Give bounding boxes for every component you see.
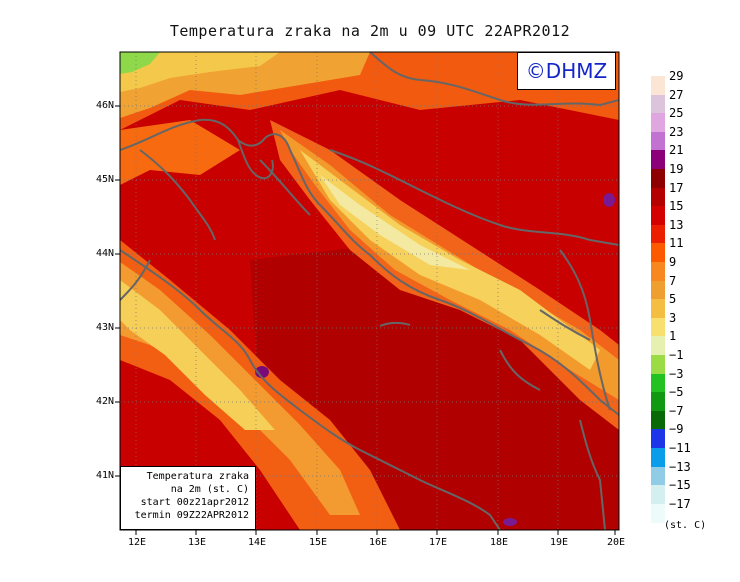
legend-swatch — [651, 94, 665, 114]
legend-swatch — [651, 299, 665, 319]
legend-label: 25 — [669, 106, 684, 121]
legend-label: 3 — [669, 310, 677, 325]
legend-label: −15 — [669, 478, 691, 493]
legend-label: 1 — [669, 329, 677, 344]
legend-swatch — [651, 280, 665, 300]
legend-label: 23 — [669, 124, 684, 139]
legend-label: 21 — [669, 143, 684, 158]
legend-label: 9 — [669, 255, 677, 269]
info-box: Temperatura zraka na 2m (st. C) start 00… — [120, 466, 256, 530]
lat-label-44n: 44N — [96, 248, 115, 259]
legend-swatch — [651, 131, 665, 151]
legend-swatch — [651, 392, 665, 412]
legend-swatch — [651, 336, 665, 356]
legend-swatch — [651, 243, 665, 263]
lon-label-15e: 15E — [309, 537, 328, 548]
hot-spot-east — [603, 193, 615, 207]
legend-label: 13 — [669, 217, 684, 232]
legend-swatch — [651, 317, 665, 337]
legend-swatch — [651, 262, 665, 281]
legend-swatch — [651, 169, 665, 188]
legend-swatch — [651, 466, 665, 486]
legend-label: 29 — [669, 69, 684, 83]
legend-swatch — [651, 150, 665, 170]
lat-label-46n: 46N — [96, 100, 115, 111]
lon-label-17e: 17E — [429, 537, 448, 548]
legend-swatch — [651, 485, 665, 505]
alpine-coldest — [120, 52, 160, 74]
legend-label: 7 — [669, 273, 677, 288]
legend-label: −7 — [669, 403, 684, 418]
legend-label: −17 — [669, 496, 691, 511]
legend-swatch — [651, 187, 665, 207]
legend-label: −13 — [669, 459, 691, 474]
lat-label-43n: 43N — [96, 322, 115, 333]
lat-label-42n: 42N — [96, 396, 115, 407]
lat-label-41n: 41N — [96, 470, 115, 481]
hot-spot-adriatic — [255, 366, 269, 378]
alpine-cold-band — [120, 52, 280, 92]
info-line-3: start 00z21apr2012 — [140, 497, 249, 508]
legend-unit: (st. C) — [664, 520, 707, 531]
info-line-1: Temperatura zraka — [146, 471, 249, 482]
lon-label-19e: 19E — [550, 537, 569, 548]
legend-label: 17 — [669, 180, 684, 195]
legend-label: 19 — [669, 162, 684, 176]
legend-swatch — [651, 373, 665, 393]
apennine-band-mid — [120, 262, 360, 515]
legend-label: −11 — [669, 441, 691, 455]
dhmz-credit: ©DHMZ — [517, 52, 616, 90]
apennine-band-cold — [120, 280, 275, 430]
legend-swatch — [651, 76, 665, 95]
legend-label: 11 — [669, 236, 684, 251]
legend-swatch — [651, 113, 665, 133]
legend-swatch — [651, 355, 665, 374]
legend-label: −1 — [669, 348, 684, 362]
plot-frame — [119, 51, 620, 531]
lon-label-20e: 20E — [607, 537, 626, 548]
info-line-4: termin 09Z22APR2012 — [134, 510, 249, 521]
legend-label: −5 — [669, 385, 684, 400]
legend-swatch — [651, 503, 665, 523]
legend-label: 15 — [669, 199, 684, 214]
lat-label-45n: 45N — [96, 174, 115, 185]
map-title: Temperatura zraka na 2m u 09 UTC 22APR20… — [169, 22, 571, 40]
info-line-2: na 2m (st. C) — [170, 484, 249, 495]
legend-swatch — [651, 429, 665, 449]
axis-ticks — [115, 105, 616, 535]
legend-swatch — [651, 206, 665, 226]
istria-warm-patch — [120, 120, 240, 185]
coastlines — [120, 52, 619, 530]
legend-label: 27 — [669, 87, 684, 102]
lon-label-16e: 16E — [369, 537, 388, 548]
legend-label: 5 — [669, 292, 677, 307]
lon-label-14e: 14E — [248, 537, 267, 548]
lon-label-13e: 13E — [188, 537, 207, 548]
hot-spot-south — [503, 518, 517, 526]
legend-swatch — [651, 410, 665, 430]
lon-label-18e: 18E — [490, 537, 509, 548]
legend-label: −9 — [669, 422, 684, 437]
lon-label-12e: 12E — [128, 537, 147, 548]
legend-swatch — [651, 448, 665, 467]
legend-swatch — [651, 224, 665, 244]
legend-label: −3 — [669, 366, 684, 381]
